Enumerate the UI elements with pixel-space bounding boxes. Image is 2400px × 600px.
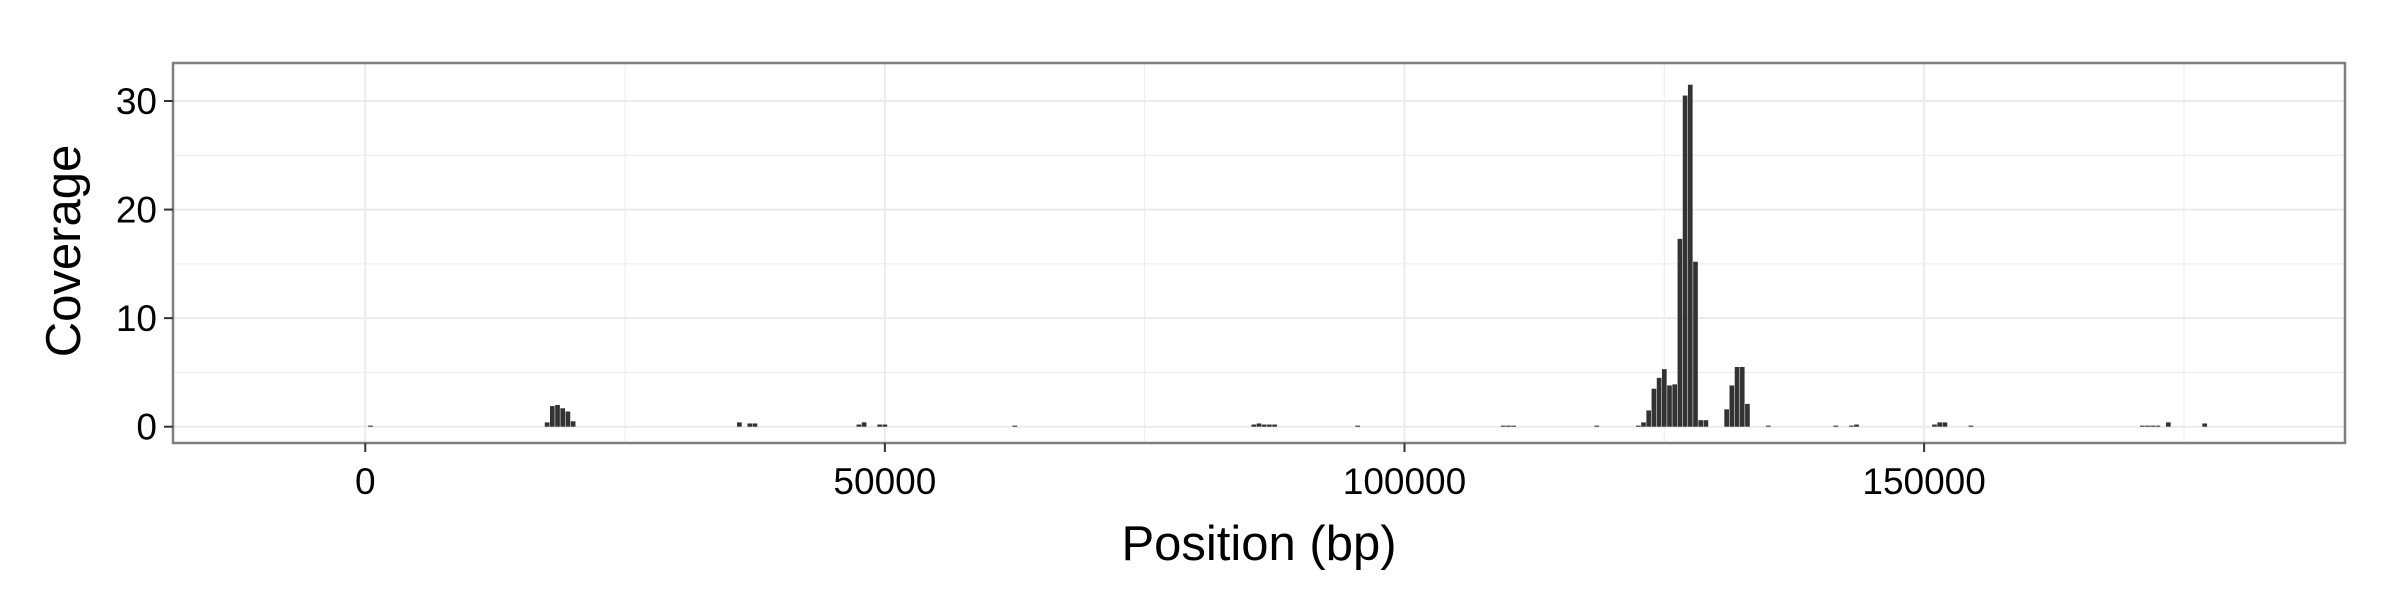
coverage-bar xyxy=(565,411,571,427)
y-axis-tick-label: 30 xyxy=(116,81,157,122)
coverage-bar xyxy=(1937,422,1943,427)
coverage-bar xyxy=(1641,422,1646,427)
coverage-bar xyxy=(549,406,555,427)
coverage-bar xyxy=(1833,425,1839,427)
panel-border xyxy=(171,61,2347,445)
coverage-bar xyxy=(1646,410,1652,427)
coverage-bar xyxy=(1667,385,1672,427)
coverage-bar xyxy=(1765,425,1771,427)
coverage-bar xyxy=(1745,403,1750,427)
x-axis-tick-label: 150000 xyxy=(1862,461,1985,502)
coverage-bar xyxy=(1506,425,1511,427)
coverage-bar xyxy=(1932,424,1937,427)
coverage-bar xyxy=(1687,84,1693,427)
coverage-bar xyxy=(1854,424,1859,427)
coverage-bar xyxy=(1656,377,1662,427)
coverage-bar xyxy=(1693,261,1698,427)
x-axis-tick-label: 50000 xyxy=(833,461,936,502)
coverage-bar xyxy=(1734,367,1740,427)
x-axis-title: Position (bp) xyxy=(1121,517,1396,571)
coverage-bar xyxy=(737,422,742,427)
coverage-bar xyxy=(368,425,373,427)
coverage-bar xyxy=(1942,422,1948,427)
coverage-bar xyxy=(1267,424,1272,427)
coverage-bar xyxy=(861,422,867,427)
coverage-bar xyxy=(560,408,566,427)
coverage-bar xyxy=(1500,425,1506,427)
coverage-bar xyxy=(1739,367,1745,427)
coverage-bar xyxy=(1677,238,1683,427)
coverage-bar xyxy=(555,405,560,427)
coverage-bar xyxy=(1724,409,1729,427)
coverage-bar xyxy=(570,421,576,427)
x-axis-tick-label: 0 xyxy=(355,461,376,502)
coverage-bar xyxy=(2202,423,2208,427)
coverage-bar xyxy=(882,424,888,427)
coverage-bar xyxy=(1729,385,1735,427)
coverage-bar xyxy=(544,422,550,427)
coverage-bar xyxy=(1272,424,1277,427)
y-axis-tick-label: 20 xyxy=(116,190,157,231)
coverage-bar xyxy=(1594,425,1600,427)
axis-ticks xyxy=(164,100,1926,452)
y-axis-title: Coverage xyxy=(37,145,91,357)
coverage-bar xyxy=(2155,425,2161,427)
coverage-bar xyxy=(2165,422,2171,427)
coverage-bar xyxy=(1261,424,1267,427)
coverage-bar xyxy=(1651,388,1657,427)
coverage-bar xyxy=(1849,425,1854,427)
coverage-bar xyxy=(1682,95,1688,427)
coverage-bar xyxy=(1511,425,1516,427)
coverage-bar xyxy=(1698,420,1704,427)
y-axis-tick-label: 10 xyxy=(116,298,157,339)
grid-lines xyxy=(173,63,2345,443)
x-axis-tick-label: 100000 xyxy=(1343,461,1466,502)
bars xyxy=(368,84,2208,427)
coverage-bar xyxy=(1256,423,1262,427)
coverage-bar xyxy=(1703,420,1709,427)
coverage-bar xyxy=(747,423,753,427)
coverage-bar xyxy=(1251,424,1257,427)
coverage-bar xyxy=(752,423,758,427)
coverage-bar xyxy=(2145,425,2150,427)
coverage-bar xyxy=(877,424,883,427)
coverage-bar xyxy=(1355,425,1361,427)
axis-tick-labels: 0 50000 100000 150000 0 10 20 30 xyxy=(116,81,1986,502)
coverage-bar xyxy=(1012,425,1018,427)
coverage-bar xyxy=(1635,425,1641,427)
coverage-bar xyxy=(1661,369,1667,427)
coverage-bar xyxy=(1672,384,1678,427)
coverage-bar xyxy=(2140,425,2145,427)
y-axis-tick-label: 0 xyxy=(136,407,157,448)
coverage-bar xyxy=(1968,425,1974,427)
coverage-bar xyxy=(2150,425,2156,427)
coverage-bar xyxy=(856,424,862,427)
